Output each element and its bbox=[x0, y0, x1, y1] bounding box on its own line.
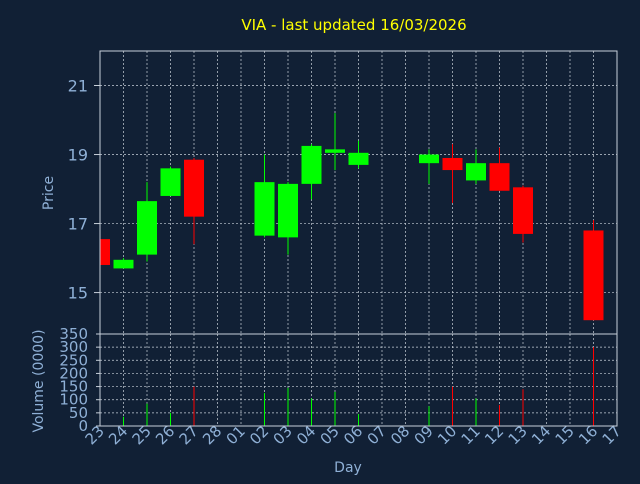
chart-title: VIA - last updated 16/03/2026 bbox=[241, 16, 466, 34]
volume-tick-label: 150 bbox=[59, 378, 88, 396]
volume-tick-label: 250 bbox=[59, 351, 88, 369]
candle-body bbox=[301, 145, 322, 184]
x-axis-label: Day bbox=[334, 460, 362, 476]
volume-tick-label: 0 bbox=[78, 417, 88, 435]
volume-bars bbox=[123, 347, 594, 426]
candle-body bbox=[113, 259, 134, 269]
candle-body bbox=[254, 182, 275, 236]
candle-body bbox=[513, 187, 533, 234]
price-tick-label: 17 bbox=[68, 215, 88, 234]
price-tick-label: 15 bbox=[68, 284, 88, 303]
candle-body bbox=[442, 157, 463, 171]
candles bbox=[99, 113, 604, 321]
volume-tick-label: 200 bbox=[59, 364, 88, 382]
candle-body bbox=[489, 163, 510, 191]
candle-body bbox=[583, 230, 604, 321]
price-tick-label: 19 bbox=[68, 146, 88, 165]
price-axis-label: Price bbox=[41, 176, 57, 210]
candle-body bbox=[100, 239, 110, 265]
volume-panel-frame bbox=[99, 333, 618, 427]
candle-body bbox=[325, 149, 345, 153]
volume-tick-label: 350 bbox=[59, 325, 88, 343]
candle-body bbox=[278, 183, 298, 238]
candle-body bbox=[184, 159, 204, 217]
candle-body bbox=[137, 201, 157, 255]
volume-grid bbox=[100, 334, 617, 426]
candle-body bbox=[419, 154, 439, 164]
candle-body bbox=[348, 152, 369, 165]
volume-tick-label: 50 bbox=[69, 404, 88, 422]
candle-body bbox=[466, 163, 486, 181]
volume-axis-label: Volume (0000) bbox=[31, 329, 47, 432]
price-tick-label: 21 bbox=[68, 77, 88, 96]
candle-body bbox=[160, 168, 181, 196]
volume-tick-label: 300 bbox=[59, 338, 88, 356]
volume-tick-label: 100 bbox=[59, 391, 88, 409]
